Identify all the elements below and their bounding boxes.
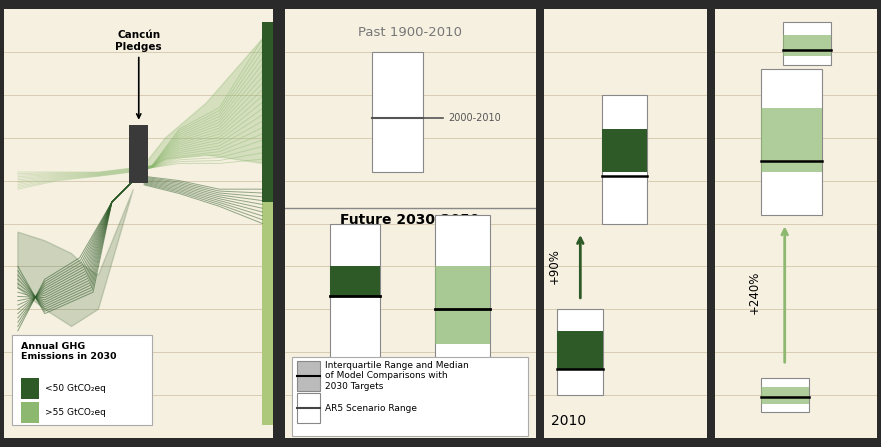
Bar xyxy=(329,224,380,361)
Bar xyxy=(760,69,822,215)
Bar xyxy=(12,335,152,425)
Bar xyxy=(783,35,832,56)
Text: +240%: +240% xyxy=(748,270,760,314)
Bar xyxy=(602,95,648,224)
Bar xyxy=(263,22,273,202)
Bar xyxy=(373,52,423,172)
Text: Past 1900-2010: Past 1900-2010 xyxy=(358,26,463,39)
Text: 2010: 2010 xyxy=(551,414,586,428)
Bar xyxy=(329,266,380,296)
Bar xyxy=(292,357,528,436)
Bar xyxy=(783,22,832,65)
Text: 2000-2010: 2000-2010 xyxy=(448,114,500,123)
Text: Future 2030-2050: Future 2030-2050 xyxy=(340,213,480,227)
Text: >55 GtCO₂eq: >55 GtCO₂eq xyxy=(45,408,106,417)
Bar xyxy=(760,387,809,404)
Bar xyxy=(602,129,648,172)
Bar xyxy=(558,331,603,369)
Text: Interquartile Range and Median
of Model Comparisons with
2030 Targets: Interquartile Range and Median of Model … xyxy=(325,361,469,391)
Bar xyxy=(297,393,320,423)
Bar xyxy=(435,215,491,400)
Bar xyxy=(263,22,273,425)
Bar xyxy=(297,361,320,391)
Polygon shape xyxy=(139,39,263,172)
Bar xyxy=(20,378,40,400)
Text: <50 GtCO₂eq: <50 GtCO₂eq xyxy=(45,384,106,393)
Bar xyxy=(760,108,822,172)
Text: Annual GHG
Emissions in 2030: Annual GHG Emissions in 2030 xyxy=(20,342,116,361)
Bar xyxy=(20,401,40,423)
Bar xyxy=(558,309,603,395)
Text: AR5 Scenario Range: AR5 Scenario Range xyxy=(325,404,417,413)
Polygon shape xyxy=(18,189,133,326)
Text: +90%: +90% xyxy=(548,249,560,284)
Bar xyxy=(760,378,809,412)
Text: Cancún
Pledges: Cancún Pledges xyxy=(115,30,162,118)
Bar xyxy=(130,125,148,183)
Bar xyxy=(435,266,491,344)
